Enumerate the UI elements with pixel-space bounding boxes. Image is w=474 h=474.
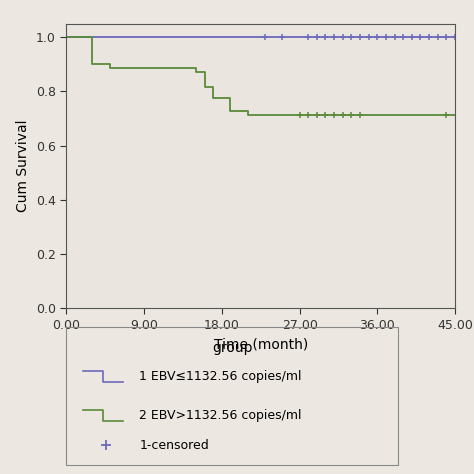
Text: group: group (212, 341, 253, 355)
Y-axis label: Cum Survival: Cum Survival (17, 119, 30, 212)
X-axis label: Time (month): Time (month) (214, 337, 308, 351)
Text: 2 EBV>1132.56 copies/ml: 2 EBV>1132.56 copies/ml (139, 409, 302, 421)
Text: 1 EBV≤1132.56 copies/ml: 1 EBV≤1132.56 copies/ml (139, 370, 302, 383)
Text: 1-censored: 1-censored (139, 439, 209, 452)
